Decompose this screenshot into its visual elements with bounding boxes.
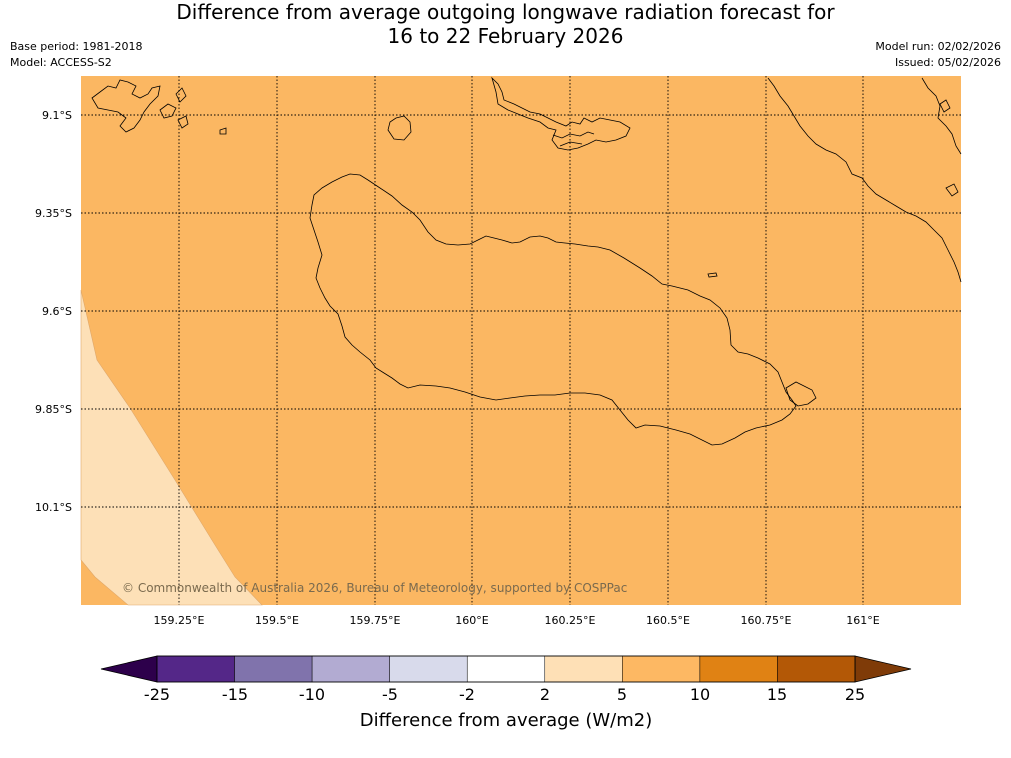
lat-label: 10.1°S — [35, 501, 72, 514]
coastline-florida-islands — [552, 131, 595, 147]
anomaly-fill-5-to-10 — [81, 76, 961, 605]
coastline-marau — [785, 381, 817, 407]
colorbar-under-arrow — [100, 655, 158, 683]
meta-left: Base period: 1981-2018 Model: ACCESS-S2 — [10, 39, 142, 71]
chart-title: Difference from average outgoing longwav… — [0, 0, 1011, 48]
lon-label: 160.75°E — [741, 614, 792, 627]
lat-labels: 9.1°S 9.35°S 9.6°S 9.85°S 10.1°S — [35, 109, 72, 514]
colorbar-tick-label: -25 — [144, 685, 170, 704]
colorbar: -25 -15 -10 -5 -2 2 5 10 15 25 Differenc… — [100, 655, 912, 731]
colorbar-segment — [311, 655, 390, 683]
lon-label: 159.5°E — [255, 614, 299, 627]
colorbar-segment — [156, 655, 235, 683]
colorbar-tick-label: 25 — [845, 685, 865, 704]
anomaly-fill-2-to-5 — [80, 289, 263, 606]
lon-label: 160°E — [455, 614, 488, 627]
colorbar-tick-label: 10 — [690, 685, 710, 704]
coastline-islet-west — [159, 103, 177, 119]
colorbar-tick-label: -15 — [222, 685, 248, 704]
model-name: Model: ACCESS-S2 — [10, 56, 112, 69]
title-line-1: Difference from average outgoing longwav… — [176, 0, 835, 24]
colorbar-title: Difference from average (W/m2) — [360, 710, 652, 731]
colorbar-segment — [466, 655, 546, 683]
lon-label: 160.5°E — [646, 614, 690, 627]
lon-labels: 159.25°E 159.5°E 159.75°E 160°E 160.25°E… — [154, 614, 880, 627]
colorbar-tick-label: -5 — [382, 685, 398, 704]
colorbar-tick-label: 5 — [617, 685, 627, 704]
coastlines — [91, 76, 962, 446]
base-period: Base period: 1981-2018 — [10, 40, 143, 53]
colorbar-segment — [622, 655, 701, 683]
coastline-russell-islands — [91, 79, 161, 133]
colorbar-tick-label: 15 — [767, 685, 787, 704]
coastline-malaita-north — [921, 77, 962, 155]
colorbar-tick-label: -10 — [299, 685, 325, 704]
colorbar-segment — [389, 655, 468, 683]
colorbar-segment — [544, 655, 623, 683]
coastline-islet-west-4 — [219, 127, 227, 135]
colorbar-tick-label: -2 — [459, 685, 475, 704]
lon-label: 160.25°E — [545, 614, 596, 627]
lat-label: 9.6°S — [42, 305, 72, 318]
colorbar-outline — [156, 655, 856, 683]
coastline-savo — [387, 115, 412, 141]
title-line-2: 16 to 22 February 2026 — [387, 24, 624, 48]
lon-label: 159.25°E — [154, 614, 205, 627]
coastline-malaita — [767, 77, 962, 283]
lat-label: 9.85°S — [35, 403, 72, 416]
coastline-guadalcanal — [309, 173, 797, 446]
lon-label: 161°E — [846, 614, 879, 627]
coastline-islet-west-2 — [175, 87, 187, 103]
gridlines — [81, 76, 961, 605]
lon-label: 159.75°E — [350, 614, 401, 627]
colorbar-segment — [699, 655, 778, 683]
meta-right: Model run: 02/02/2026 Issued: 05/02/2026 — [875, 39, 1001, 71]
copyright-notice: © Commonwealth of Australia 2026, Bureau… — [122, 581, 627, 595]
coastline-nggela — [491, 76, 631, 151]
coastline-islet-west-3 — [177, 115, 189, 129]
colorbar-tick-label: 2 — [540, 685, 550, 704]
model-run: Model run: 02/02/2026 — [875, 40, 1001, 53]
coastline-islet — [707, 272, 718, 278]
coastline-malaita-islet — [939, 99, 951, 113]
issued-date: Issued: 05/02/2026 — [894, 56, 1001, 69]
lat-label: 9.35°S — [35, 207, 72, 220]
colorbar-segment — [777, 655, 856, 683]
coastline-malaita-islet-2 — [945, 183, 959, 197]
lat-label: 9.1°S — [42, 109, 72, 122]
colorbar-over-arrow — [854, 655, 912, 683]
colorbar-segment — [234, 655, 313, 683]
